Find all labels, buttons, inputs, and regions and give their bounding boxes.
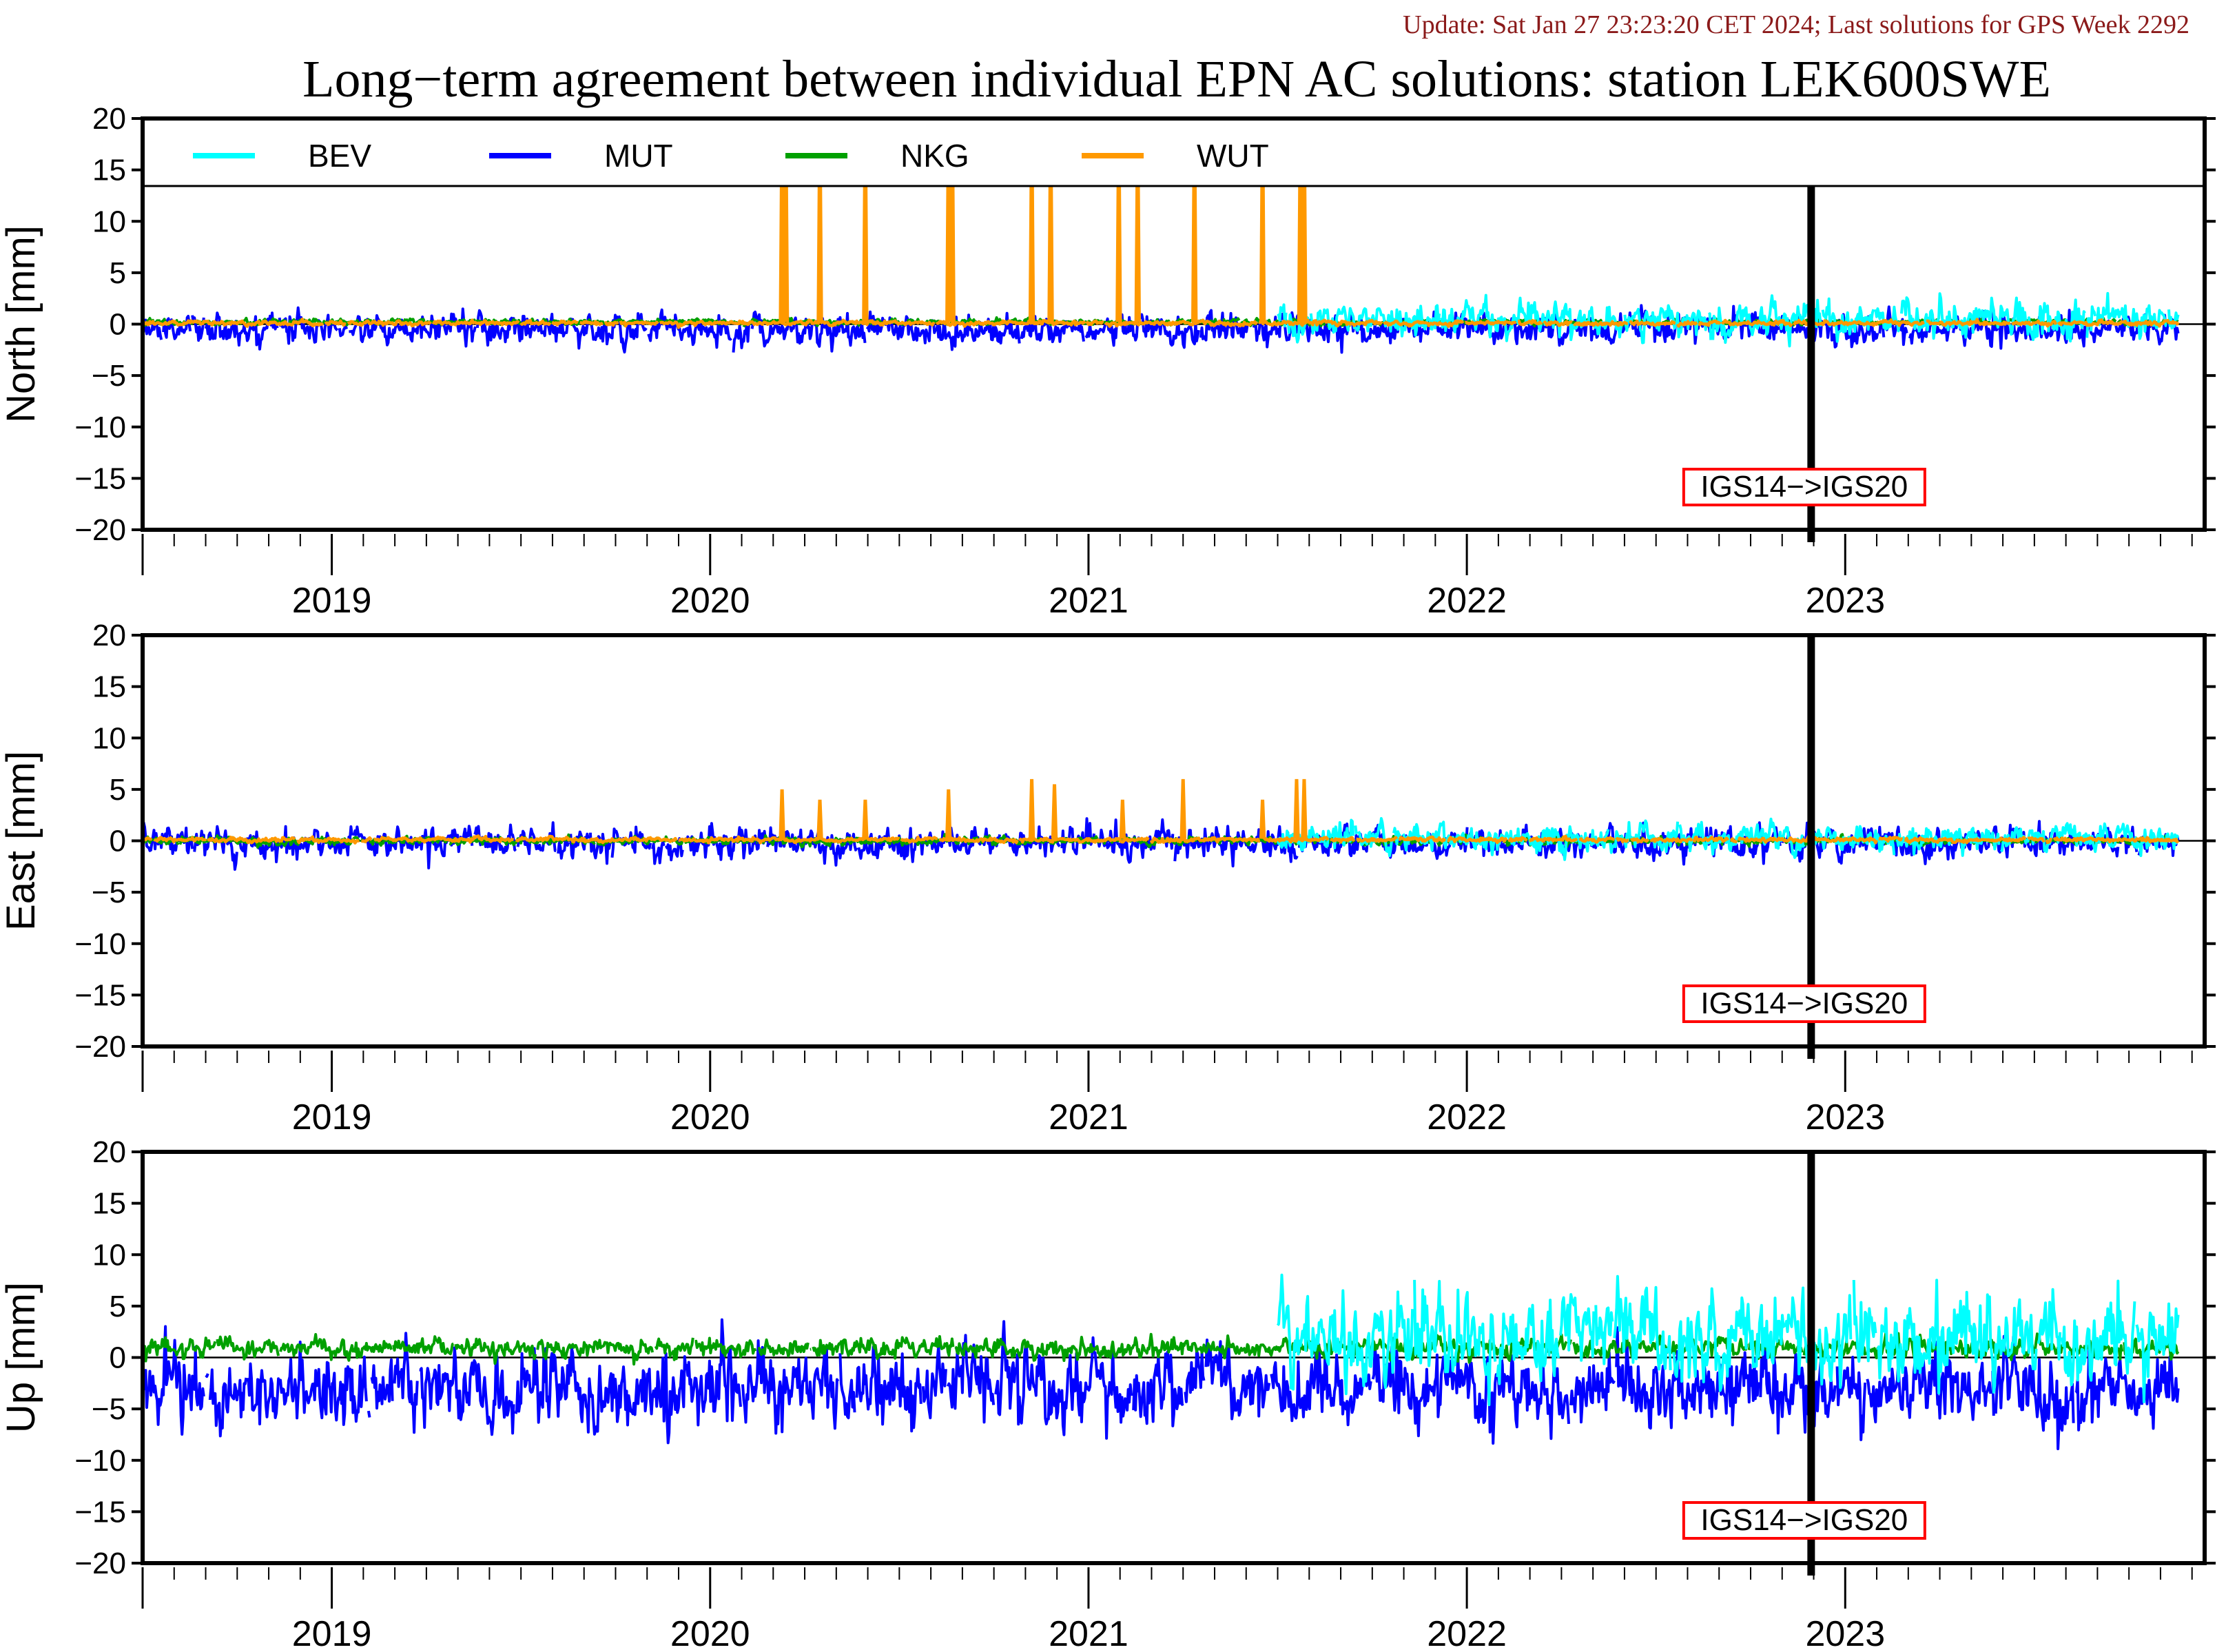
legend-label-nkg: NKG bbox=[900, 138, 969, 174]
legend-band bbox=[143, 118, 2205, 186]
y-tick-label: 15 bbox=[92, 670, 126, 704]
y-tick-label: 0 bbox=[110, 825, 126, 858]
y-tick-label: 10 bbox=[92, 205, 126, 238]
x-year-label: 2020 bbox=[670, 1097, 750, 1137]
series-mut bbox=[143, 1318, 2180, 1451]
x-year-label: 2022 bbox=[1427, 1097, 1507, 1137]
x-year-label: 2020 bbox=[670, 1614, 750, 1652]
spike-wut bbox=[1051, 784, 1058, 839]
x-year-label: 2021 bbox=[1049, 1097, 1129, 1137]
spike-wut bbox=[1297, 118, 1304, 322]
y-tick-label: −15 bbox=[74, 462, 126, 495]
legend-label-bev: BEV bbox=[308, 138, 371, 174]
y-tick-label: 15 bbox=[92, 1187, 126, 1221]
spike-wut bbox=[1259, 799, 1266, 839]
y-tick-label: 20 bbox=[92, 1135, 126, 1169]
y-tick-label: −20 bbox=[74, 1030, 126, 1064]
annotation-label: IGS14−>IGS20 bbox=[1700, 1503, 1908, 1537]
x-year-label: 2019 bbox=[292, 1097, 372, 1137]
spike-wut bbox=[862, 118, 869, 322]
spike-wut bbox=[1301, 118, 1308, 322]
y-tick-label: 20 bbox=[92, 102, 126, 136]
spike-wut bbox=[782, 118, 790, 322]
spike-wut bbox=[779, 789, 785, 839]
y-tick-label: 5 bbox=[110, 1290, 126, 1323]
spike-wut bbox=[862, 799, 869, 839]
panels: −20 −15 −10 −5 0 5 10 15 20 North [mm] BEV MUT NKG WU… bbox=[0, 102, 2216, 1652]
series-wut bbox=[143, 834, 2180, 845]
x-year-label: 2022 bbox=[1427, 581, 1507, 621]
x-year-label: 2021 bbox=[1049, 581, 1129, 621]
annotation-label: IGS14−>IGS20 bbox=[1700, 987, 1908, 1020]
x-year-label: 2019 bbox=[292, 1614, 372, 1652]
x-year-label: 2021 bbox=[1049, 1614, 1129, 1652]
y-axis-label: East [mm] bbox=[0, 751, 43, 931]
spike-wut bbox=[1191, 118, 1198, 322]
spike-wut bbox=[945, 118, 952, 322]
y-tick-label: −5 bbox=[92, 1392, 126, 1426]
y-tick-label: −20 bbox=[74, 513, 126, 547]
annotation-label: IGS14−>IGS20 bbox=[1700, 470, 1908, 504]
spike-wut bbox=[779, 118, 785, 322]
spike-wut bbox=[1301, 778, 1308, 839]
y-tick-label: 0 bbox=[110, 308, 126, 342]
spike-wut bbox=[1293, 778, 1300, 839]
spike-wut bbox=[1115, 118, 1122, 322]
annotation-box bbox=[1682, 468, 1926, 506]
y-tick-label: 5 bbox=[110, 773, 126, 807]
spike-wut bbox=[1259, 118, 1266, 322]
y-tick-label: −15 bbox=[74, 1495, 126, 1529]
spike-wut bbox=[1119, 799, 1126, 839]
x-year-label: 2023 bbox=[1805, 1614, 1885, 1652]
spike-wut bbox=[1134, 118, 1142, 322]
spike-wut bbox=[1047, 118, 1054, 322]
plot-frame bbox=[141, 633, 2207, 1049]
spike-wut bbox=[816, 118, 823, 322]
x-year-label: 2020 bbox=[670, 581, 750, 621]
spike-wut bbox=[1028, 778, 1035, 839]
plot-frame bbox=[141, 1150, 2207, 1565]
y-tick-label: 10 bbox=[92, 721, 126, 755]
panel-north: −20 −15 −10 −5 0 5 10 15 20 North [mm] BEV MUT NKG WU… bbox=[0, 102, 2216, 621]
spike-wut bbox=[816, 799, 823, 839]
y-tick-label: −15 bbox=[74, 978, 126, 1012]
y-tick-label: 15 bbox=[92, 154, 126, 187]
x-year-label: 2023 bbox=[1805, 1097, 1885, 1137]
x-year-label: 2023 bbox=[1805, 581, 1885, 621]
legend-label-wut: WUT bbox=[1197, 138, 1269, 174]
series-group bbox=[143, 778, 2180, 871]
series-group bbox=[143, 1273, 2180, 1451]
y-tick-label: −5 bbox=[92, 876, 126, 909]
x-year-label: 2022 bbox=[1427, 1614, 1507, 1652]
plot-frame bbox=[141, 116, 2207, 532]
series-nkg bbox=[143, 1332, 2180, 1366]
y-tick-label: −10 bbox=[74, 411, 126, 444]
update-timestamp: Update: Sat Jan 27 23:23:20 CET 2024; La… bbox=[1403, 10, 2189, 39]
y-axis-label: Up [mm] bbox=[0, 1282, 43, 1433]
series-wut bbox=[143, 317, 2180, 329]
y-tick-label: −10 bbox=[74, 927, 126, 961]
y-tick-label: 20 bbox=[92, 619, 126, 652]
x-year-label: 2019 bbox=[292, 581, 372, 621]
panel-east: −20 −15 −10 −5 0 5 10 15 20 East [mm] IGS14−>IGS20… bbox=[0, 619, 2216, 1137]
series-bev bbox=[1276, 1273, 2180, 1407]
spike-wut bbox=[949, 118, 956, 322]
y-tick-label: −10 bbox=[74, 1444, 126, 1478]
y-tick-label: 10 bbox=[92, 1238, 126, 1272]
y-tick-label: −20 bbox=[74, 1547, 126, 1580]
y-tick-label: 0 bbox=[110, 1341, 126, 1375]
spike-wut bbox=[1179, 778, 1186, 839]
y-axis-label: North [mm] bbox=[0, 225, 43, 423]
annotation-box bbox=[1682, 984, 1926, 1023]
spike-wut bbox=[1028, 118, 1035, 322]
spike-wut bbox=[945, 789, 952, 839]
y-tick-label: −5 bbox=[92, 359, 126, 393]
y-tick-label: 5 bbox=[110, 256, 126, 290]
annotation-box bbox=[1682, 1501, 1926, 1540]
panel-up: −20 −15 −10 −5 0 5 10 15 20 Up [mm] IGS14−>IGS20 20… bbox=[0, 1135, 2216, 1652]
chart-title: Long−term agreement between individual E… bbox=[302, 50, 2051, 108]
legend-label-mut: MUT bbox=[604, 138, 673, 174]
series-group bbox=[143, 118, 2180, 354]
